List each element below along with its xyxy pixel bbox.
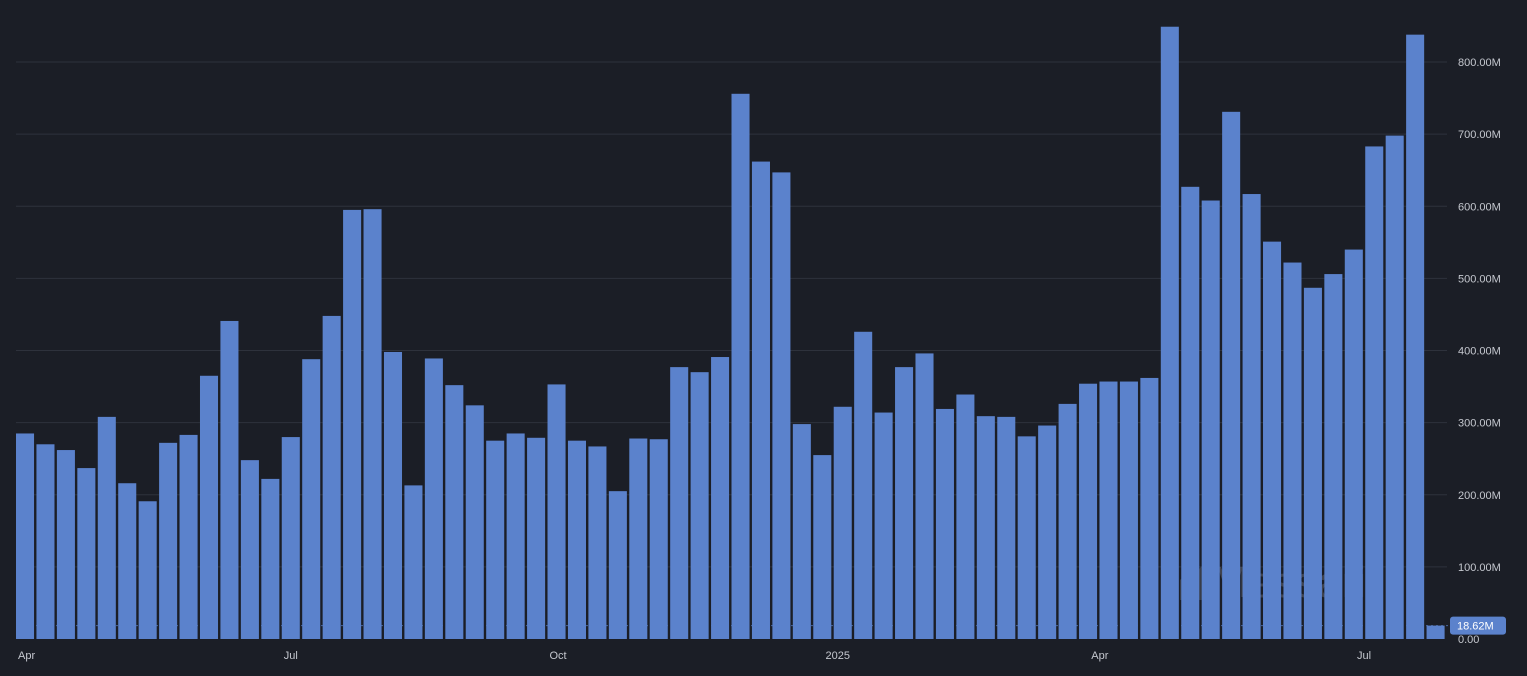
bar[interactable]: [649, 439, 668, 639]
bar[interactable]: [935, 408, 954, 639]
bar[interactable]: [976, 416, 995, 639]
bar[interactable]: [751, 161, 770, 639]
bar[interactable]: [1201, 200, 1220, 639]
bar[interactable]: [281, 437, 300, 639]
bar[interactable]: [1140, 377, 1159, 639]
bar[interactable]: [1242, 194, 1261, 639]
y-tick-label: 200.00M: [1458, 490, 1501, 502]
y-tick-label: 700.00M: [1458, 129, 1501, 141]
y-tick-label: 500.00M: [1458, 273, 1501, 285]
bar[interactable]: [118, 483, 137, 639]
bar[interactable]: [424, 358, 443, 639]
bar[interactable]: [956, 394, 975, 639]
bar[interactable]: [895, 367, 914, 639]
bar[interactable]: [1365, 146, 1384, 640]
bar[interactable]: [854, 331, 873, 639]
bar[interactable]: [547, 384, 566, 639]
bar[interactable]: [1079, 383, 1098, 639]
bar[interactable]: [915, 353, 934, 639]
bar[interactable]: [506, 433, 525, 639]
last-value-badge: 18.62M: [16, 616, 1506, 635]
bar[interactable]: [792, 424, 811, 639]
bar[interactable]: [813, 455, 832, 639]
bar[interactable]: [567, 440, 586, 639]
bar[interactable]: [833, 406, 852, 639]
x-tick-label: 2025: [825, 650, 849, 662]
bar[interactable]: [261, 478, 280, 639]
bar[interactable]: [383, 351, 403, 639]
x-tick-label: Jul: [284, 650, 298, 662]
bar[interactable]: [240, 460, 259, 639]
bar[interactable]: [56, 450, 75, 639]
y-tick-label: 800.00M: [1458, 57, 1501, 69]
bar[interactable]: [343, 209, 362, 639]
y-tick-label: 400.00M: [1458, 346, 1501, 358]
bar[interactable]: [1406, 34, 1425, 640]
y-tick-label: 300.00M: [1458, 418, 1501, 430]
bar[interactable]: [608, 491, 627, 639]
bar[interactable]: [1181, 186, 1200, 639]
bar[interactable]: [1426, 625, 1445, 639]
bar[interactable]: [1058, 403, 1077, 639]
bar[interactable]: [138, 501, 157, 639]
bar[interactable]: [874, 412, 893, 639]
bar[interactable]: [159, 442, 178, 639]
bar[interactable]: [465, 405, 484, 639]
bar[interactable]: [731, 93, 750, 639]
bar[interactable]: [363, 209, 382, 639]
x-axis-ticks: Apr Jul Oct 2025 Apr Jul: [18, 650, 1371, 662]
y-tick-label: 600.00M: [1458, 201, 1501, 213]
bars: [16, 26, 1445, 640]
y-tick-label: 0.00: [1458, 634, 1479, 646]
bar[interactable]: [997, 416, 1016, 639]
bar[interactable]: [179, 434, 198, 639]
bar[interactable]: [711, 357, 730, 639]
bar[interactable]: [97, 416, 116, 639]
x-tick-label: Apr: [18, 650, 35, 662]
bar[interactable]: [588, 446, 607, 639]
last-value-badge-bg: [1450, 616, 1506, 635]
bar[interactable]: [1119, 381, 1138, 639]
bar[interactable]: [302, 359, 321, 639]
bar[interactable]: [1038, 425, 1057, 639]
bar[interactable]: [1222, 111, 1241, 639]
bar[interactable]: [77, 468, 96, 639]
y-axis-ticks: 0.00 100.00M 200.00M 300.00M 400.00M 500.00M 6…: [1458, 57, 1501, 646]
bar[interactable]: [1283, 262, 1302, 639]
bar[interactable]: [1160, 26, 1179, 639]
bar[interactable]: [1017, 436, 1036, 639]
bar[interactable]: [445, 385, 464, 639]
bar[interactable]: [1344, 249, 1363, 640]
bar[interactable]: [670, 367, 689, 639]
x-tick-label: Jul: [1357, 650, 1371, 662]
bar[interactable]: [690, 372, 709, 639]
bar[interactable]: [629, 438, 648, 639]
bar[interactable]: [199, 375, 219, 639]
bar[interactable]: [322, 315, 341, 639]
x-tick-label: Apr: [1091, 650, 1108, 662]
bar[interactable]: [1324, 274, 1343, 639]
last-value-label: 18.62M: [1457, 621, 1494, 633]
bar[interactable]: [404, 485, 423, 639]
bar[interactable]: [1303, 287, 1322, 639]
bar[interactable]: [16, 433, 35, 639]
bar[interactable]: [1385, 135, 1404, 639]
bar[interactable]: [1263, 241, 1282, 639]
bar[interactable]: [36, 444, 55, 639]
bar[interactable]: [486, 440, 505, 639]
bar[interactable]: [1099, 381, 1118, 639]
bar[interactable]: [220, 320, 239, 639]
bar[interactable]: [527, 437, 546, 639]
y-tick-label: 100.00M: [1458, 562, 1501, 574]
bar[interactable]: [772, 172, 791, 640]
x-tick-label: Oct: [550, 650, 567, 662]
